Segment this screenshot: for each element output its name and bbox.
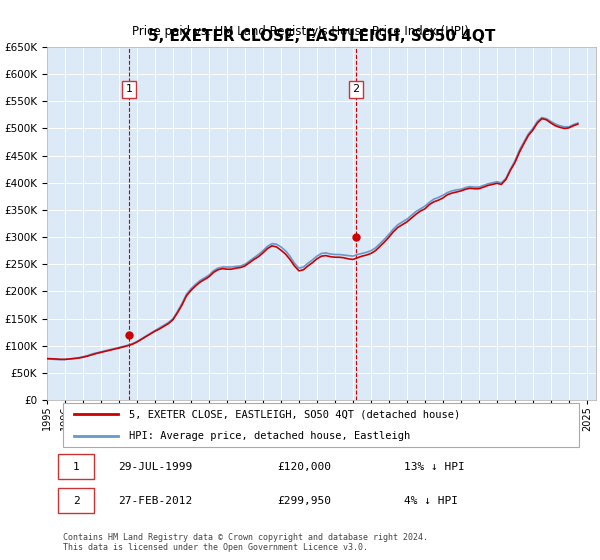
- Text: £299,950: £299,950: [278, 496, 332, 506]
- Text: £120,000: £120,000: [278, 462, 332, 472]
- Text: 29-JUL-1999: 29-JUL-1999: [118, 462, 193, 472]
- Title: 5, EXETER CLOSE, EASTLEIGH, SO50 4QT: 5, EXETER CLOSE, EASTLEIGH, SO50 4QT: [148, 29, 495, 44]
- Text: 2: 2: [73, 496, 79, 506]
- Text: Contains HM Land Registry data © Crown copyright and database right 2024.
This d: Contains HM Land Registry data © Crown c…: [64, 533, 428, 552]
- Text: Price paid vs. HM Land Registry's House Price Index (HPI): Price paid vs. HM Land Registry's House …: [131, 25, 469, 38]
- FancyBboxPatch shape: [58, 488, 94, 514]
- Text: 4% ↓ HPI: 4% ↓ HPI: [404, 496, 458, 506]
- Text: 1: 1: [73, 462, 79, 472]
- Text: 2: 2: [352, 85, 359, 94]
- Text: 1: 1: [126, 85, 133, 94]
- Text: 27-FEB-2012: 27-FEB-2012: [118, 496, 193, 506]
- Text: 13% ↓ HPI: 13% ↓ HPI: [404, 462, 464, 472]
- Text: HPI: Average price, detached house, Eastleigh: HPI: Average price, detached house, East…: [130, 431, 410, 441]
- Text: 5, EXETER CLOSE, EASTLEIGH, SO50 4QT (detached house): 5, EXETER CLOSE, EASTLEIGH, SO50 4QT (de…: [130, 409, 461, 419]
- FancyBboxPatch shape: [58, 454, 94, 479]
- FancyBboxPatch shape: [64, 403, 580, 447]
